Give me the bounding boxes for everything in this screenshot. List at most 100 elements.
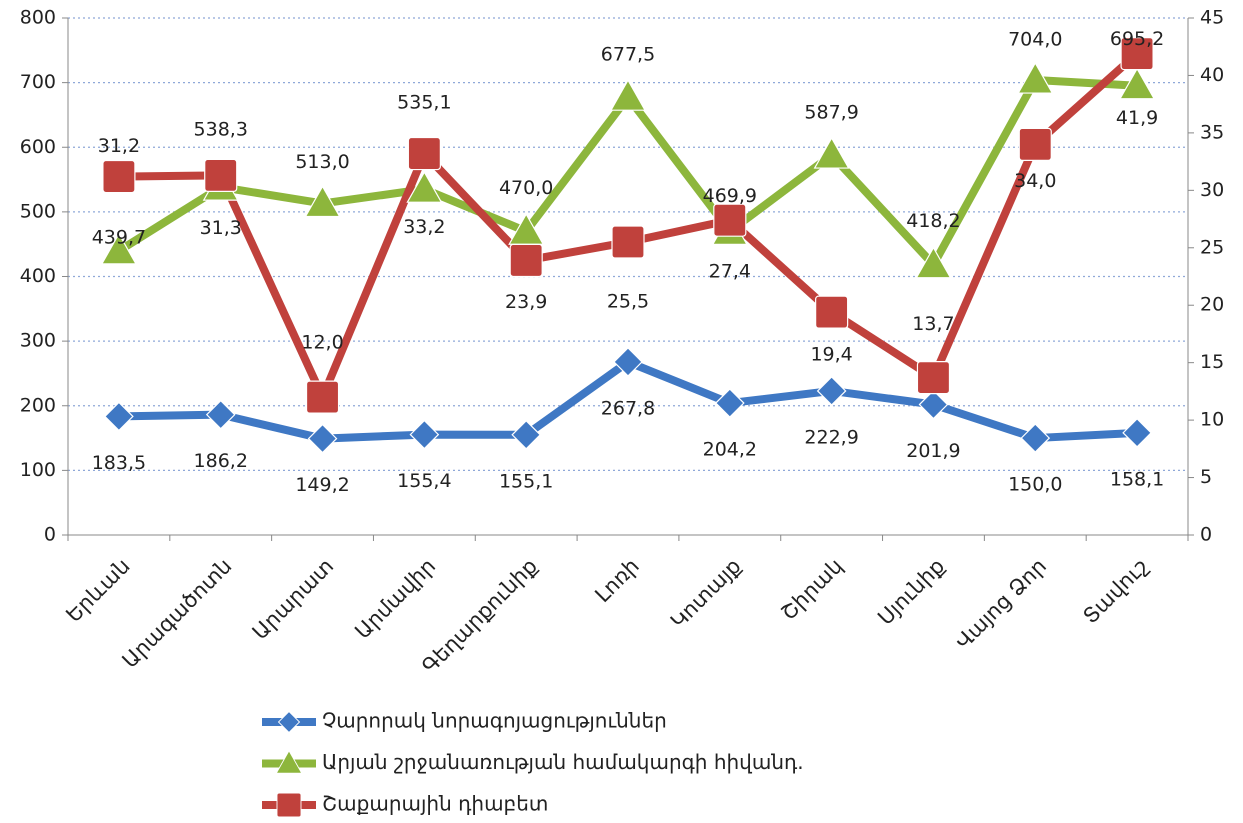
x-tick-label: Արմավիր (350, 554, 440, 644)
y2-tick-label: 35 (1200, 121, 1224, 143)
y-tick-label: 200 (20, 394, 56, 416)
marker-triangle (1017, 61, 1054, 94)
marker-diamond (104, 401, 134, 432)
marker-triangle (813, 136, 850, 169)
marker-shape (611, 225, 645, 259)
marker-shape (205, 399, 236, 430)
marker-shape (1020, 423, 1051, 453)
data-label: 25,5 (607, 291, 649, 313)
y-tick-label: 300 (20, 330, 56, 352)
data-label: 23,9 (505, 291, 547, 313)
data-label: 469,9 (703, 185, 757, 207)
marker-shape (409, 419, 440, 450)
marker-diamond (714, 388, 745, 418)
marker-square (102, 159, 136, 194)
x-tick-label: Արագածոտն (118, 554, 237, 673)
marker-diamond (918, 389, 949, 420)
marker-shape (275, 749, 303, 774)
marker-square (815, 295, 849, 329)
data-label: 535,1 (397, 92, 451, 114)
marker-square (916, 361, 951, 395)
marker-shape (815, 295, 849, 329)
marker-shape (511, 419, 542, 450)
x-tick-label: Սյունիք (873, 554, 949, 630)
data-label: 155,1 (499, 470, 553, 492)
y2-tick-label: 20 (1200, 294, 1224, 316)
marker-triangle (1119, 67, 1156, 100)
marker-shape (407, 136, 441, 171)
marker-shape (509, 243, 543, 278)
marker-shape (1122, 417, 1152, 448)
marker-shape (204, 158, 238, 192)
data-label: 150,0 (1008, 474, 1062, 496)
data-label: 41,9 (1116, 107, 1158, 129)
x-tick-label: Երևան (62, 554, 135, 627)
y2-tick-label: 40 (1200, 64, 1224, 86)
y-tick-label: 600 (20, 136, 56, 158)
marker-shape (1017, 61, 1054, 94)
marker-shape (406, 170, 443, 203)
y2-tick-label: 25 (1200, 236, 1224, 258)
y2-tick-label: 30 (1200, 179, 1224, 201)
marker-diamond (205, 399, 236, 430)
marker-square (509, 243, 543, 278)
marker-triangle (100, 232, 137, 265)
data-label: 470,0 (499, 177, 553, 199)
y-tick-label: 700 (20, 71, 56, 93)
marker-shape (915, 246, 952, 279)
data-label: 31,2 (98, 135, 140, 157)
marker-shape (307, 423, 338, 454)
data-label: 158,1 (1110, 468, 1164, 490)
data-label: 201,9 (906, 440, 960, 462)
marker-shape (1119, 67, 1156, 100)
marker-square (204, 158, 238, 192)
marker-square (305, 380, 340, 414)
data-label: 439,7 (92, 226, 146, 248)
marker-square (407, 136, 441, 171)
marker-shape (813, 136, 850, 169)
marker-shape (918, 389, 949, 420)
marker-diamond (277, 710, 301, 734)
marker-triangle (304, 185, 341, 218)
marker-shape (304, 185, 341, 218)
marker-diamond (613, 347, 643, 377)
marker-triangle (609, 78, 647, 111)
marker-shape (102, 159, 136, 194)
x-tick-label: Լոռի (590, 554, 643, 607)
y-tick-label: 100 (20, 459, 56, 481)
marker-diamond (1122, 417, 1152, 448)
marker-square (713, 203, 747, 237)
y2-tick-label: 0 (1200, 524, 1212, 546)
marker-shape (1120, 37, 1154, 71)
y2-tick-label: 5 (1200, 466, 1212, 488)
y2-tick-label: 45 (1200, 7, 1224, 29)
y-tick-label: 500 (20, 200, 56, 222)
y-tick-label: 800 (20, 7, 56, 29)
data-label: 13,7 (912, 313, 954, 335)
data-label: 19,4 (810, 344, 852, 366)
data-label: 267,8 (601, 397, 655, 419)
marker-diamond (1020, 423, 1051, 453)
data-label: 27,4 (709, 261, 751, 283)
marker-shape (104, 401, 134, 432)
x-tick-label: Արարատ (248, 554, 339, 645)
data-label: 12,0 (301, 332, 343, 354)
data-label: 31,3 (200, 217, 242, 239)
marker-shape (305, 380, 340, 414)
data-label: 418,2 (906, 210, 960, 232)
marker-square (276, 792, 302, 818)
data-label: 155,4 (397, 470, 451, 492)
data-label: 538,3 (194, 119, 248, 141)
legend-label: Շաքարային դիաբետ (322, 792, 548, 816)
marker-square (1120, 37, 1154, 71)
marker-shape (100, 232, 137, 265)
legend-label: Չարորակ նորագոյացություններ (322, 709, 667, 733)
data-label: 33,2 (403, 216, 445, 238)
marker-shape (276, 792, 302, 818)
marker-shape (277, 710, 301, 734)
marker-triangle (915, 246, 952, 279)
data-label: 222,9 (804, 426, 858, 448)
data-label: 34,0 (1014, 170, 1056, 192)
marker-triangle (275, 749, 303, 774)
